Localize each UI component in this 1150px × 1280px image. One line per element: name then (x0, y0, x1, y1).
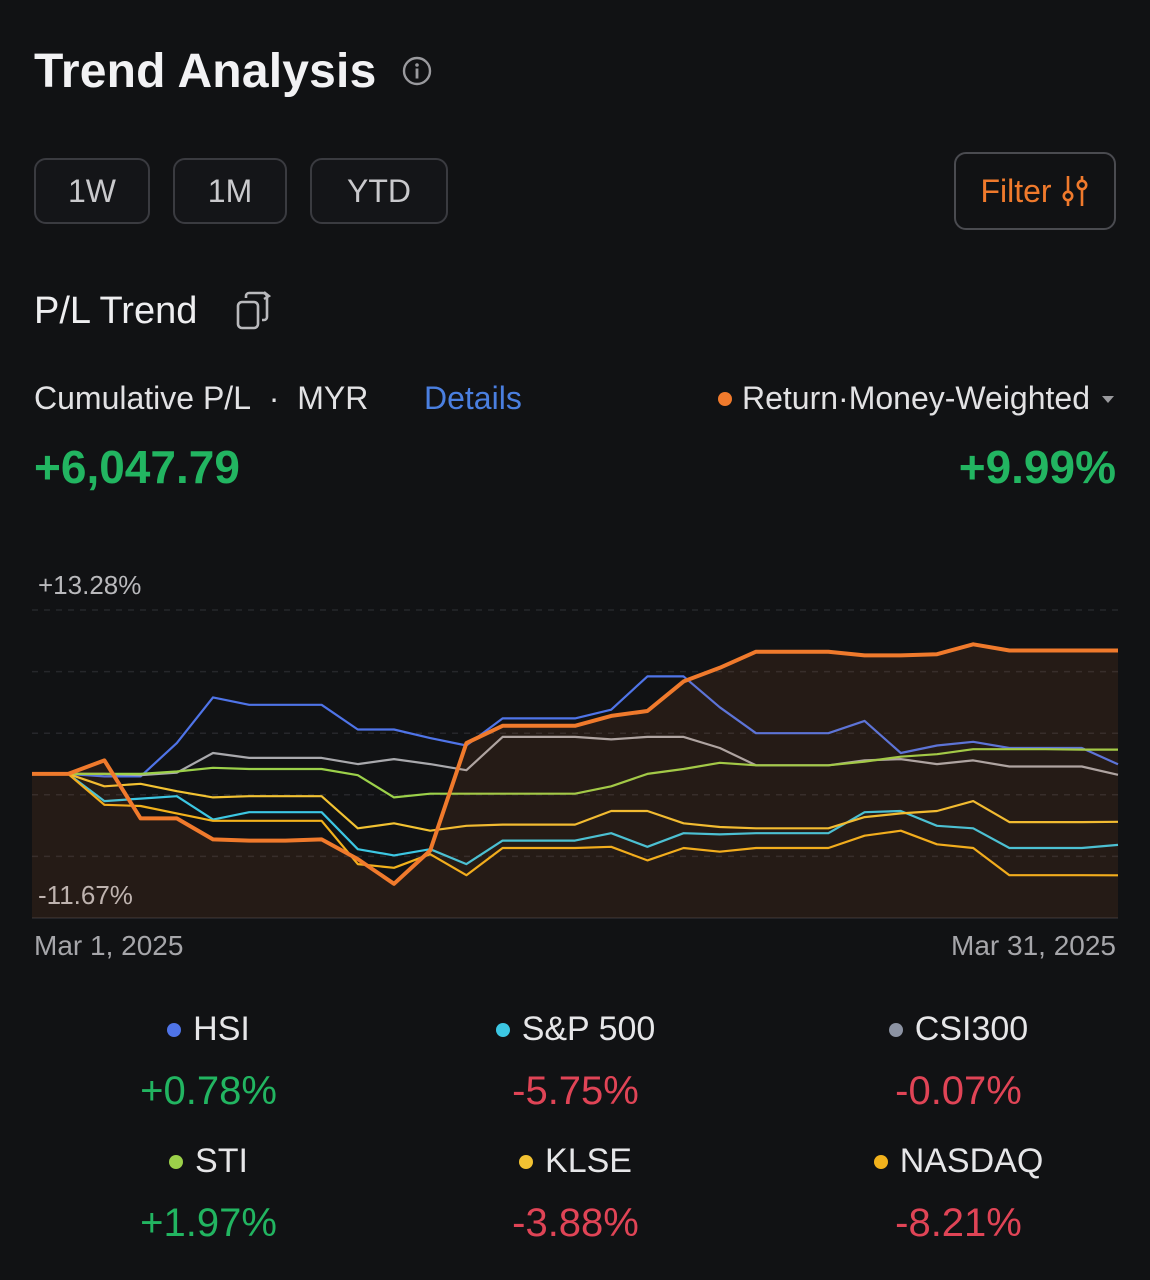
legend-name: NASDAQ (899, 1142, 1044, 1180)
legend-dot-icon (873, 1154, 888, 1169)
legend-label-row: HSI (167, 1010, 250, 1049)
series-line-portfolio (32, 642, 1118, 886)
series-line-sti (32, 748, 1118, 799)
series-line-hsi (32, 675, 1119, 778)
details-link[interactable]: Details (424, 380, 522, 416)
legend-label-row: CSI300 (888, 1010, 1029, 1049)
cumulative-pl-value: +6,047.79 (34, 441, 240, 493)
legend-item-nasdaq[interactable]: NASDAQ -8.21% (767, 1142, 1150, 1246)
series-line-klse (32, 772, 1119, 832)
sliders-icon (1062, 176, 1088, 206)
legend-dot-icon (167, 1022, 182, 1037)
legend-item-sti[interactable]: STI +1.97% (17, 1142, 400, 1246)
legend-name: CSI300 (914, 1010, 1029, 1048)
series-line-s-p-500 (32, 772, 1119, 866)
switch-view-icon[interactable] (234, 290, 274, 332)
period-1w-button[interactable]: 1W (34, 158, 150, 224)
legend-dot-icon (519, 1154, 534, 1169)
legend-value: +0.78% (140, 1069, 277, 1113)
return-type-dropdown[interactable]: Return·Money-Weighted (717, 380, 1116, 417)
legend-name: STI (195, 1142, 248, 1180)
return-label: Return·Money-Weighted (741, 380, 1090, 416)
legend-item-s-p-500[interactable]: S&P 500 -5.75% (384, 1010, 767, 1114)
legend-name: KLSE (545, 1142, 632, 1180)
legend-label-row: KLSE (519, 1142, 632, 1181)
series-line-nasdaq (32, 772, 1119, 877)
series-line-csi300 (32, 735, 1119, 777)
legend-label-row: S&P 500 (495, 1010, 656, 1049)
return-value: +9.99% (958, 441, 1116, 493)
page-title: Trend Analysis (34, 45, 377, 98)
portfolio-dot-icon (717, 391, 732, 406)
legend-value: +1.97% (140, 1201, 277, 1245)
y-max-label: +13.28% (38, 570, 142, 600)
legend-value: -5.75% (512, 1069, 639, 1113)
period-ytd-button[interactable]: YTD (310, 158, 448, 224)
legend-dot-icon (169, 1154, 184, 1169)
filter-label: Filter (980, 172, 1052, 209)
cumulative-pl-label: Cumulative P/L · MYR (34, 380, 369, 416)
x-start-label: Mar 1, 2025 (34, 930, 184, 961)
filter-button[interactable]: Filter (954, 152, 1116, 230)
legend-value: -0.07% (895, 1069, 1022, 1113)
legend-value: -3.88% (512, 1201, 639, 1245)
legend-label-row: STI (169, 1142, 248, 1181)
legend-item-csi300[interactable]: CSI300 -0.07% (767, 1010, 1150, 1114)
legend-label-row: NASDAQ (873, 1142, 1044, 1181)
x-end-label: Mar 31, 2025 (951, 930, 1116, 961)
legend-value: -8.21% (895, 1201, 1022, 1245)
legend-dot-icon (495, 1022, 510, 1037)
legend-name: S&P 500 (521, 1010, 656, 1048)
caret-down-icon (1102, 395, 1114, 403)
legend-name: HSI (193, 1010, 250, 1048)
portfolio-area (32, 644, 1118, 918)
legend-dot-icon (888, 1022, 903, 1037)
info-icon[interactable] (402, 56, 432, 86)
legend-item-hsi[interactable]: HSI +0.78% (17, 1010, 400, 1114)
legend-item-klse[interactable]: KLSE -3.88% (384, 1142, 767, 1246)
section-title: P/L Trend (34, 290, 198, 332)
period-1m-button[interactable]: 1M (173, 158, 287, 224)
y-min-label: -11.67% (38, 880, 133, 911)
